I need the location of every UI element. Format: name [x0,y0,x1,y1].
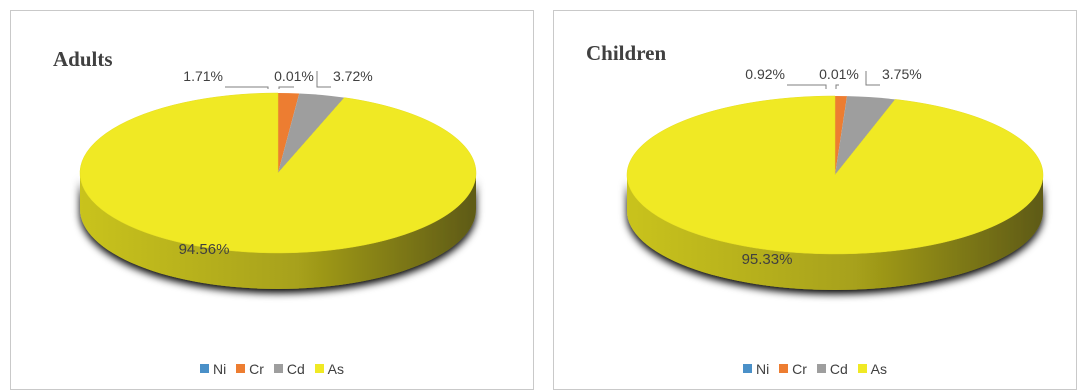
legend-item-ni: Ni [743,361,769,377]
pie-slice-cd [278,93,345,173]
legend-item-cr: Cr [236,361,264,377]
data-label-cr: 1.71% [183,68,223,84]
legend-item-cd: Cd [273,361,305,377]
pie-slice-as [79,92,477,254]
data-label-ni: 0.01% [819,66,859,82]
legend-label: As [870,361,887,377]
legend-label: Cd [829,361,848,377]
pie-chart-children: 0.92% 0.01% 3.75% 95.33% [626,66,1044,290]
data-label-cr: 0.92% [745,66,785,82]
leader-line [787,84,827,89]
leader-line [835,84,839,89]
legend-item-cr: Cr [779,361,807,377]
pie-slice-cr [278,93,300,173]
chart-panel-children: Children 0.92% 0.01% 3.75% 95.33% Ni Cr Cd … [553,10,1077,390]
leader-line [278,86,294,89]
pie-slice-as [626,95,1044,255]
legend: Ni Cr Cd As [554,361,1076,377]
legend-swatch-cd [273,364,283,373]
legend-label: Cr [792,361,807,377]
legend-swatch-cd [816,364,826,373]
legend-swatch-ni [200,364,210,373]
chart-title: Adults [53,47,113,71]
legend: Ni Cr Cd As [11,361,533,377]
legend-swatch-as [857,364,867,373]
pie-chart-adults: 1.71% 0.01% 3.72% 94.56% [79,68,477,289]
legend-swatch-ni [743,364,753,373]
chart-panel-adults: Adults 1.71% 0.01% 3.72% 94.56% Ni Cr Cd As [10,10,534,390]
pie-slice-ni [278,93,300,173]
pie-slice-cr [835,96,848,175]
legend-swatch-as [314,364,324,373]
pie-side-wall [80,173,476,289]
legend-item-as: As [314,361,344,377]
legend-swatch-cr [779,364,789,373]
chart-title: Children [586,41,667,65]
data-label-as: 94.56% [179,241,230,258]
legend-item-ni: Ni [200,361,226,377]
pie-slice-cd [835,96,896,175]
legend-label: Ni [756,361,770,377]
legend-item-as: As [857,361,887,377]
leader-line [865,71,880,86]
legend-label: Cd [286,361,305,377]
legend-label: As [327,361,344,377]
data-label-cd: 3.75% [882,66,922,82]
legend-item-cd: Cd [816,361,848,377]
legend-label: Ni [213,361,227,377]
legend-label: Cr [249,361,264,377]
leader-line [316,71,331,88]
data-label-as: 95.33% [742,251,793,268]
data-label-ni: 0.01% [274,68,314,84]
pie-slice-ni [835,96,848,175]
leader-line [225,86,269,89]
pie-side-wall [627,175,1043,290]
legend-swatch-cr [236,364,246,373]
data-label-cd: 3.72% [333,68,373,84]
